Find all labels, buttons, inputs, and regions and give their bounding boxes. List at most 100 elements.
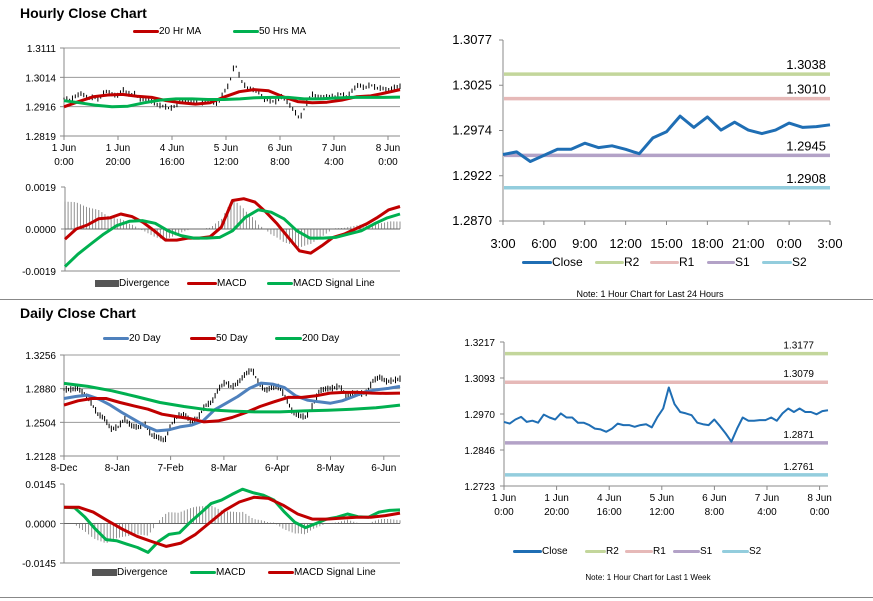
- x-tick-label: 8-Mar: [211, 463, 238, 474]
- s2-swatch: [722, 549, 749, 553]
- x-tick-label: 12:00: [609, 236, 642, 251]
- series-line-20-day: [63, 381, 401, 433]
- y-tick-label: 1.3014: [25, 73, 56, 84]
- x-tick-label: 18:00: [691, 236, 724, 251]
- x-tick-label: 8-May: [317, 463, 345, 474]
- y-tick-label: -0.0019: [22, 267, 56, 278]
- y-tick-label: 1.2922: [452, 168, 492, 183]
- r1-swatch: [650, 260, 679, 264]
- series-line-200-day: [63, 381, 401, 414]
- daily-chart-title: Daily Close Chart: [20, 305, 136, 321]
- x-tick-label: 6 Jun: [268, 143, 292, 154]
- x-tick-label: 16:00: [597, 507, 622, 518]
- level-label-r1: 1.3010: [786, 82, 826, 97]
- ma200-day-swatch: [275, 336, 302, 340]
- legend-label: 20 Day: [129, 332, 161, 344]
- x-tick-label: 8 Jun: [807, 493, 831, 504]
- x-tick-label: 3:00: [817, 236, 842, 251]
- x-tick-label: 1 Jun: [52, 143, 76, 154]
- series-line-macd-signal-line: [63, 208, 401, 268]
- close-swatch: [513, 549, 542, 553]
- x-tick-label: 6-Jun: [371, 463, 396, 474]
- day-chart-note: Note: 1 Hour Chart for Last 24 Hours: [576, 289, 724, 299]
- x-tick-label: 0:00: [810, 507, 830, 518]
- y-tick-label: 1.2916: [25, 103, 56, 114]
- series-line-50-hrs-ma: [63, 95, 401, 109]
- week-chart-note: Note: 1 Hour Chart for Last 1 Week: [585, 573, 711, 582]
- x-tick-label: 20:00: [105, 157, 130, 168]
- x-tick-label: 5 Jun: [214, 143, 238, 154]
- y-tick-label: 1.2846: [464, 446, 495, 457]
- series-line-close: [503, 386, 829, 443]
- level-label-s1: 1.2945: [786, 138, 826, 153]
- y-tick-label: 0.0145: [25, 480, 56, 491]
- level-label-r1: 1.3079: [783, 369, 814, 380]
- x-tick-label: 1 Jun: [106, 143, 130, 154]
- divergence-swatch: [92, 568, 117, 576]
- legend-label: S2: [749, 545, 762, 557]
- s1-swatch: [673, 549, 700, 553]
- y-tick-label: 1.2504: [25, 418, 56, 429]
- y-tick-label: 1.2974: [452, 123, 492, 138]
- x-tick-label: 4 Jun: [160, 143, 184, 154]
- legend-label: MACD: [217, 277, 247, 289]
- signal-swatch: [267, 281, 293, 285]
- x-tick-label: 9:00: [572, 236, 597, 251]
- x-tick-label: 4:00: [757, 507, 777, 518]
- level-label-s1: 1.2871: [783, 430, 814, 441]
- y-tick-label: 1.3025: [452, 77, 492, 92]
- legend-label: Close: [552, 255, 583, 269]
- x-tick-label: 21:00: [732, 236, 765, 251]
- x-tick-label: 0:00: [378, 157, 398, 168]
- legend-label: MACD Signal Line: [293, 277, 375, 289]
- x-tick-label: 6 Jun: [702, 493, 726, 504]
- y-tick-label: 1.3256: [25, 351, 56, 362]
- y-tick-label: 1.3111: [27, 44, 57, 55]
- r2-swatch: [585, 549, 606, 553]
- x-tick-label: 12:00: [213, 157, 238, 168]
- hourly-chart-title: Hourly Close Chart: [20, 5, 147, 21]
- macd-swatch: [187, 281, 217, 285]
- y-tick-label: 1.3217: [464, 338, 495, 349]
- y-tick-label: 1.3093: [464, 374, 495, 385]
- r1-swatch: [625, 549, 653, 553]
- y-tick-label: 0.0000: [25, 225, 56, 236]
- legend-label: MACD Signal Line: [294, 566, 376, 578]
- series-line-macd-signal-line: [64, 495, 401, 548]
- legend-label: 50 Day: [216, 332, 248, 344]
- legend-label: 50 Hrs MA: [259, 25, 307, 37]
- y-tick-label: 1.2870: [452, 213, 492, 228]
- y-tick-label: 0.0019: [25, 183, 56, 194]
- level-label-r2: 1.3177: [783, 341, 814, 352]
- series-line-close: [502, 114, 831, 163]
- series-line-macd: [63, 487, 401, 554]
- x-tick-label: 12:00: [649, 507, 674, 518]
- close-swatch: [522, 260, 552, 264]
- legend-label: R1: [679, 255, 695, 269]
- level-label-s2: 1.2761: [783, 462, 814, 473]
- y-tick-label: 1.2880: [25, 385, 56, 396]
- legend-label: 200 Day: [302, 332, 340, 344]
- r2-swatch: [595, 260, 624, 264]
- series-line-50-day: [63, 390, 401, 424]
- legend-label: R1: [653, 545, 666, 557]
- x-tick-label: 15:00: [650, 236, 683, 251]
- legend-label: MACD: [216, 566, 246, 578]
- legend-label: S1: [700, 545, 713, 557]
- legend-label: Divergence: [117, 566, 168, 578]
- y-tick-label: 1.2723: [464, 482, 495, 493]
- x-tick-label: 1 Jun: [492, 493, 516, 504]
- x-tick-label: 0:00: [776, 236, 801, 251]
- y-tick-label: 1.2128: [25, 452, 56, 463]
- x-tick-label: 3:00: [490, 236, 515, 251]
- x-tick-label: 8-Jan: [105, 463, 130, 474]
- series-line-20-hr-ma: [63, 88, 401, 109]
- x-tick-label: 6:00: [531, 236, 556, 251]
- x-tick-label: 0:00: [494, 507, 514, 518]
- x-tick-label: 16:00: [159, 157, 184, 168]
- x-tick-label: 5 Jun: [650, 493, 674, 504]
- macd-swatch: [190, 570, 216, 574]
- x-tick-label: 6-Apr: [265, 463, 290, 474]
- signal-swatch: [268, 570, 294, 574]
- ma50-hr-swatch: [233, 29, 259, 33]
